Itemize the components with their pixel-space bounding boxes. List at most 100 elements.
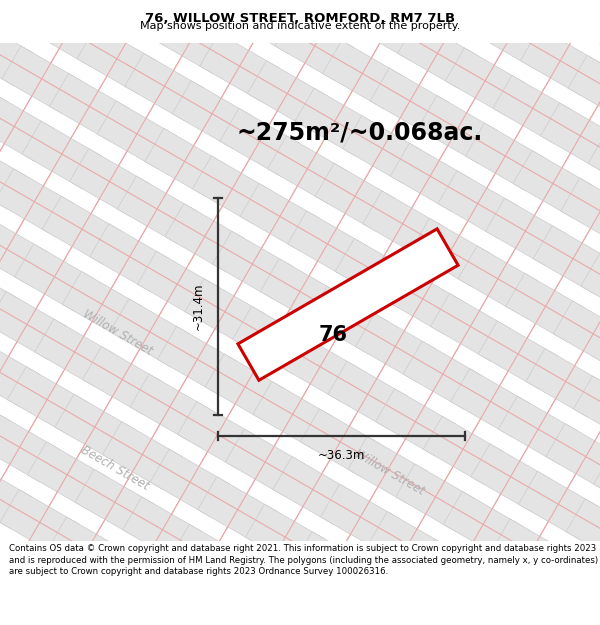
Polygon shape (122, 497, 202, 565)
Polygon shape (586, 574, 600, 625)
Polygon shape (463, 567, 543, 625)
Polygon shape (341, 559, 421, 625)
Polygon shape (445, 48, 525, 116)
Polygon shape (308, 286, 388, 354)
Text: Willow Street: Willow Street (353, 448, 427, 498)
Polygon shape (280, 334, 360, 402)
Polygon shape (493, 76, 572, 143)
Polygon shape (2, 46, 82, 114)
Polygon shape (548, 0, 600, 48)
Polygon shape (253, 381, 332, 449)
Polygon shape (0, 387, 12, 455)
Polygon shape (240, 184, 320, 251)
Polygon shape (539, 546, 600, 614)
Polygon shape (343, 116, 422, 184)
Polygon shape (526, 349, 600, 416)
Polygon shape (200, 33, 280, 101)
Polygon shape (0, 66, 7, 134)
Polygon shape (193, 156, 272, 224)
Polygon shape (348, 436, 428, 504)
Polygon shape (0, 94, 54, 161)
Polygon shape (275, 13, 355, 81)
Polygon shape (0, 141, 26, 209)
Polygon shape (57, 0, 137, 19)
Polygon shape (238, 229, 458, 380)
Polygon shape (97, 101, 177, 169)
Polygon shape (247, 61, 327, 129)
Polygon shape (0, 0, 14, 11)
Polygon shape (301, 409, 380, 477)
Polygon shape (150, 449, 230, 517)
Polygon shape (588, 131, 600, 198)
Polygon shape (541, 103, 600, 171)
Polygon shape (178, 401, 257, 469)
Polygon shape (418, 96, 497, 164)
Text: Beech Street: Beech Street (79, 443, 151, 493)
Polygon shape (0, 264, 19, 332)
Polygon shape (451, 369, 530, 436)
Polygon shape (0, 291, 67, 359)
Text: ~31.4m: ~31.4m (191, 282, 205, 330)
Polygon shape (0, 216, 47, 284)
Polygon shape (370, 68, 450, 136)
Polygon shape (125, 53, 204, 121)
Polygon shape (313, 607, 393, 625)
Polygon shape (245, 504, 325, 572)
Polygon shape (561, 178, 600, 246)
Polygon shape (70, 149, 149, 216)
Polygon shape (398, 21, 478, 88)
Polygon shape (391, 143, 470, 211)
Polygon shape (255, 0, 334, 6)
Polygon shape (205, 354, 285, 422)
Polygon shape (110, 299, 190, 367)
Polygon shape (90, 224, 169, 292)
Polygon shape (533, 226, 600, 294)
Polygon shape (42, 196, 122, 264)
Polygon shape (75, 469, 155, 538)
Text: 76: 76 (319, 324, 347, 344)
Polygon shape (546, 424, 600, 492)
Polygon shape (499, 396, 578, 464)
Polygon shape (403, 341, 483, 409)
Polygon shape (500, 0, 580, 21)
Polygon shape (104, 0, 184, 46)
Polygon shape (396, 464, 475, 532)
Polygon shape (511, 594, 591, 625)
Polygon shape (471, 444, 550, 512)
Polygon shape (458, 246, 538, 314)
Polygon shape (593, 451, 600, 519)
Polygon shape (226, 429, 305, 497)
Polygon shape (320, 484, 400, 552)
Polygon shape (520, 28, 600, 96)
Polygon shape (350, 0, 430, 61)
Polygon shape (491, 519, 571, 587)
Polygon shape (179, 0, 259, 26)
Polygon shape (137, 251, 217, 319)
Polygon shape (295, 88, 374, 156)
Text: Willow Street: Willow Street (81, 308, 155, 358)
Polygon shape (553, 301, 600, 369)
Polygon shape (568, 55, 600, 123)
Polygon shape (170, 524, 250, 592)
Polygon shape (152, 6, 232, 74)
Polygon shape (410, 218, 490, 286)
Polygon shape (29, 0, 109, 66)
Polygon shape (436, 614, 515, 625)
Polygon shape (266, 579, 345, 625)
Polygon shape (416, 539, 496, 607)
Polygon shape (302, 0, 382, 33)
Polygon shape (485, 198, 565, 266)
Polygon shape (328, 361, 407, 429)
Polygon shape (227, 0, 307, 53)
Text: 76, WILLOW STREET, ROMFORD, RM7 7LB: 76, WILLOW STREET, ROMFORD, RM7 7LB (145, 12, 455, 25)
Polygon shape (220, 108, 299, 176)
Polygon shape (95, 544, 175, 612)
Polygon shape (273, 456, 353, 524)
Polygon shape (198, 477, 277, 544)
Polygon shape (513, 151, 593, 219)
Text: Contains OS data © Crown copyright and database right 2021. This information is : Contains OS data © Crown copyright and d… (9, 544, 598, 576)
Polygon shape (0, 0, 61, 39)
Polygon shape (388, 587, 468, 625)
Polygon shape (368, 511, 448, 579)
Polygon shape (559, 622, 600, 625)
